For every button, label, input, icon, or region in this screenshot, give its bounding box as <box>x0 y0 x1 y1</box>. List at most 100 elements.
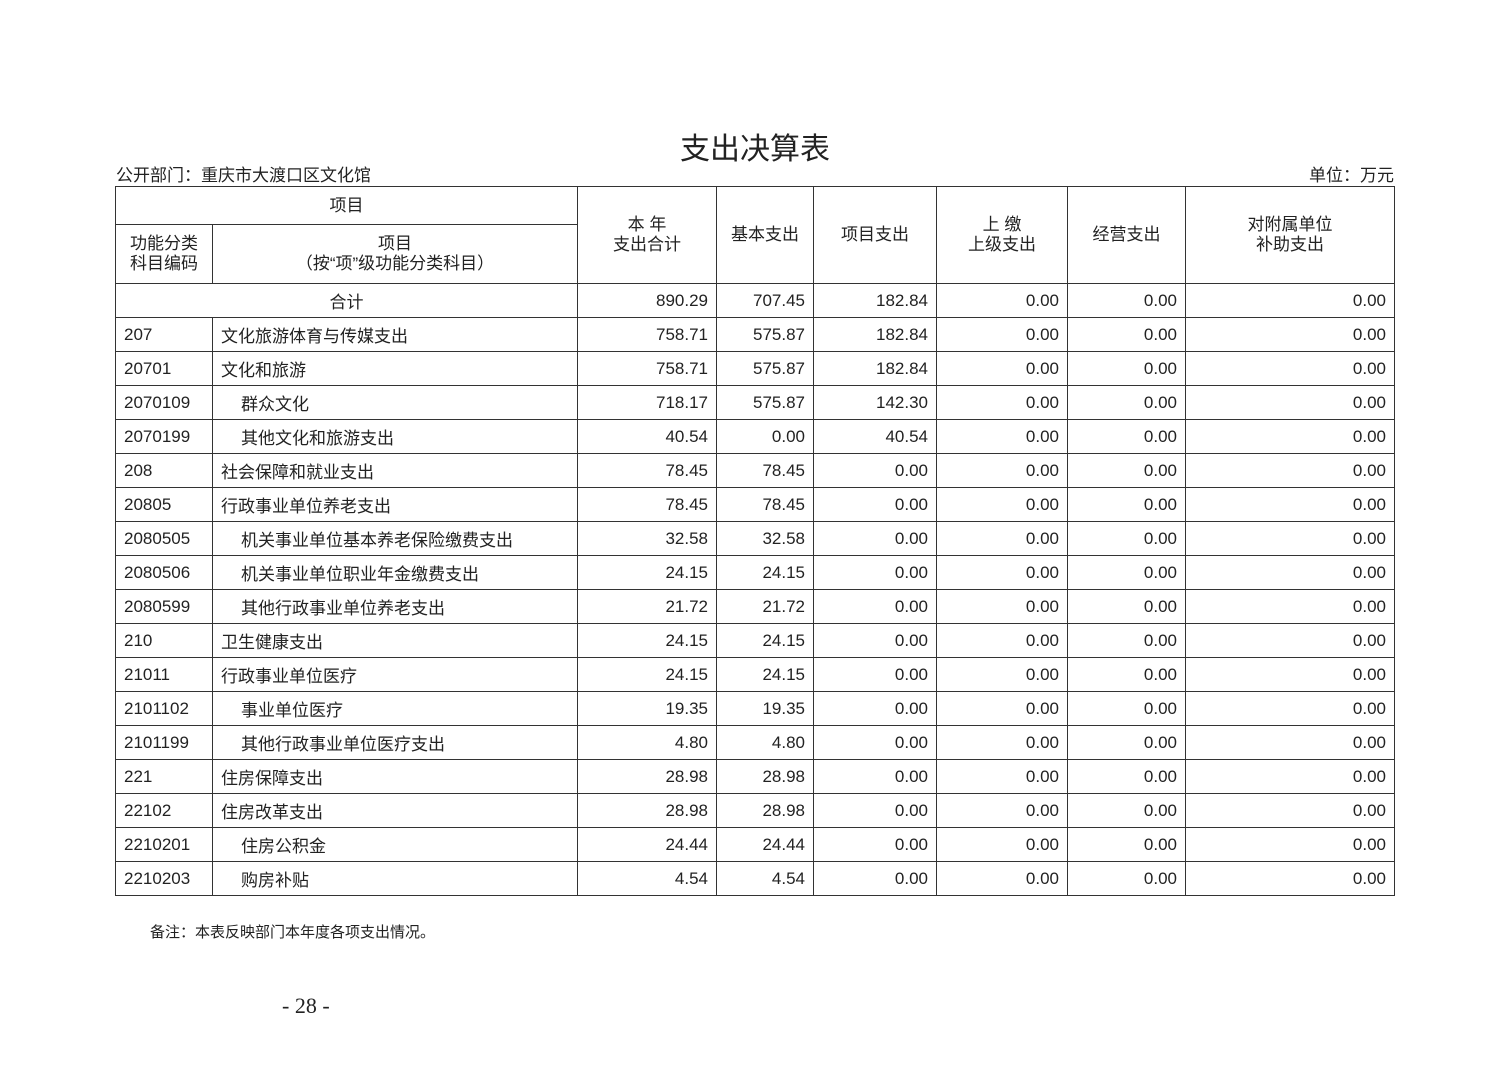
row-value: 0.00 <box>813 521 937 556</box>
row-code: 2101102 <box>115 691 213 726</box>
row-value: 0.00 <box>1067 827 1186 862</box>
header-total: 本 年 支出合计 <box>577 186 717 284</box>
row-code: 20805 <box>115 487 213 522</box>
row-value: 0.00 <box>1067 861 1186 896</box>
row-value: 0.00 <box>936 793 1068 828</box>
row-name: 住房保障支出 <box>212 759 578 794</box>
row-value: 0.00 <box>1067 555 1186 590</box>
unit-label: 单位：万元 <box>1309 166 1394 185</box>
row-name: 机关事业单位职业年金缴费支出 <box>212 555 578 590</box>
row-name: 群众文化 <box>212 385 578 420</box>
row-value: 0.00 <box>813 657 937 692</box>
row-value: 0.00 <box>936 623 1068 658</box>
row-value: 21.72 <box>716 589 814 624</box>
header-item: 项目 （按“项”级功能分类科目） <box>212 224 578 284</box>
row-value: 0.00 <box>936 521 1068 556</box>
row-value: 0.00 <box>716 419 814 454</box>
row-value: 0.00 <box>1185 385 1395 420</box>
table-row: 2080505 机关事业单位基本养老保险缴费支出 32.58 32.58 0.00 0.0… <box>115 521 1395 556</box>
row-value: 21.72 <box>577 589 717 624</box>
row-value: 0.00 <box>936 453 1068 488</box>
row-value: 0.00 <box>813 623 937 658</box>
row-value: 0.00 <box>936 725 1068 760</box>
row-value: 0.00 <box>936 589 1068 624</box>
row-code: 20701 <box>115 351 213 386</box>
row-value: 0.00 <box>813 827 937 862</box>
row-value: 28.98 <box>716 759 814 794</box>
row-name: 其他行政事业单位养老支出 <box>212 589 578 624</box>
expenditure-table: 项目 本 年 支出合计 基本支出 项目支出 上 缴 上级支出 经营支出 对附属单… <box>115 186 1395 896</box>
row-value: 0.00 <box>1067 487 1186 522</box>
total-value: 0.00 <box>1185 283 1395 318</box>
row-value: 182.84 <box>813 317 937 352</box>
row-value: 0.00 <box>1067 351 1186 386</box>
row-value: 0.00 <box>1067 623 1186 658</box>
row-value: 0.00 <box>1185 623 1395 658</box>
total-value: 0.00 <box>936 283 1068 318</box>
table-row: 2210201 住房公积金 24.44 24.44 0.00 0.00 0.00 0.00 <box>115 827 1395 862</box>
table-row: 208 社会保障和就业支出 78.45 78.45 0.00 0.00 0.00 0.00 <box>115 453 1395 488</box>
row-value: 4.80 <box>716 725 814 760</box>
department-label: 公开部门：重庆市大渡口区文化馆 <box>116 166 371 185</box>
row-value: 0.00 <box>813 861 937 896</box>
row-value: 24.15 <box>577 555 717 590</box>
row-value: 0.00 <box>1185 759 1395 794</box>
row-value: 0.00 <box>813 691 937 726</box>
footnote: 备注：本表反映部门本年度各项支出情况。 <box>150 925 436 941</box>
row-value: 0.00 <box>813 555 937 590</box>
row-value: 0.00 <box>1185 589 1395 624</box>
row-name: 住房改革支出 <box>212 793 578 828</box>
row-value: 718.17 <box>577 385 717 420</box>
row-name: 事业单位医疗 <box>212 691 578 726</box>
row-name: 购房补贴 <box>212 861 578 896</box>
row-name: 文化旅游体育与传媒支出 <box>212 317 578 352</box>
row-value: 4.54 <box>577 861 717 896</box>
row-value: 0.00 <box>813 725 937 760</box>
row-value: 28.98 <box>577 759 717 794</box>
total-label: 合计 <box>115 283 578 318</box>
header-item-group: 项目 <box>115 186 578 225</box>
header-code: 功能分类 科目编码 <box>115 224 213 284</box>
row-name: 其他文化和旅游支出 <box>212 419 578 454</box>
row-value: 0.00 <box>936 555 1068 590</box>
header-business: 经营支出 <box>1067 186 1186 284</box>
row-value: 0.00 <box>936 827 1068 862</box>
row-value: 0.00 <box>936 351 1068 386</box>
table-row: 210 卫生健康支出 24.15 24.15 0.00 0.00 0.00 0.00 <box>115 623 1395 658</box>
row-name: 行政事业单位养老支出 <box>212 487 578 522</box>
row-value: 0.00 <box>1067 385 1186 420</box>
row-value: 4.80 <box>577 725 717 760</box>
row-value: 758.71 <box>577 351 717 386</box>
row-value: 24.15 <box>716 555 814 590</box>
row-value: 0.00 <box>936 419 1068 454</box>
row-value: 78.45 <box>716 487 814 522</box>
page-title: 支出决算表 <box>680 133 830 166</box>
row-value: 0.00 <box>1067 725 1186 760</box>
row-value: 0.00 <box>1067 657 1186 692</box>
row-value: 0.00 <box>1067 419 1186 454</box>
row-value: 40.54 <box>813 419 937 454</box>
row-name: 行政事业单位医疗 <box>212 657 578 692</box>
table-row: 2080506 机关事业单位职业年金缴费支出 24.15 24.15 0.00 0.00 0… <box>115 555 1395 590</box>
row-value: 0.00 <box>813 589 937 624</box>
row-code: 2210201 <box>115 827 213 862</box>
row-value: 0.00 <box>813 793 937 828</box>
row-code: 21011 <box>115 657 213 692</box>
row-value: 0.00 <box>813 487 937 522</box>
row-value: 0.00 <box>1185 725 1395 760</box>
row-value: 24.15 <box>716 657 814 692</box>
row-value: 142.30 <box>813 385 937 420</box>
total-value: 707.45 <box>716 283 814 318</box>
row-value: 28.98 <box>577 793 717 828</box>
row-value: 0.00 <box>936 487 1068 522</box>
row-value: 24.44 <box>577 827 717 862</box>
row-value: 575.87 <box>716 385 814 420</box>
row-code: 2080506 <box>115 555 213 590</box>
row-value: 0.00 <box>813 453 937 488</box>
row-code: 2070109 <box>115 385 213 420</box>
row-value: 32.58 <box>716 521 814 556</box>
row-code: 2210203 <box>115 861 213 896</box>
row-value: 758.71 <box>577 317 717 352</box>
row-code: 207 <box>115 317 213 352</box>
row-value: 78.45 <box>716 453 814 488</box>
